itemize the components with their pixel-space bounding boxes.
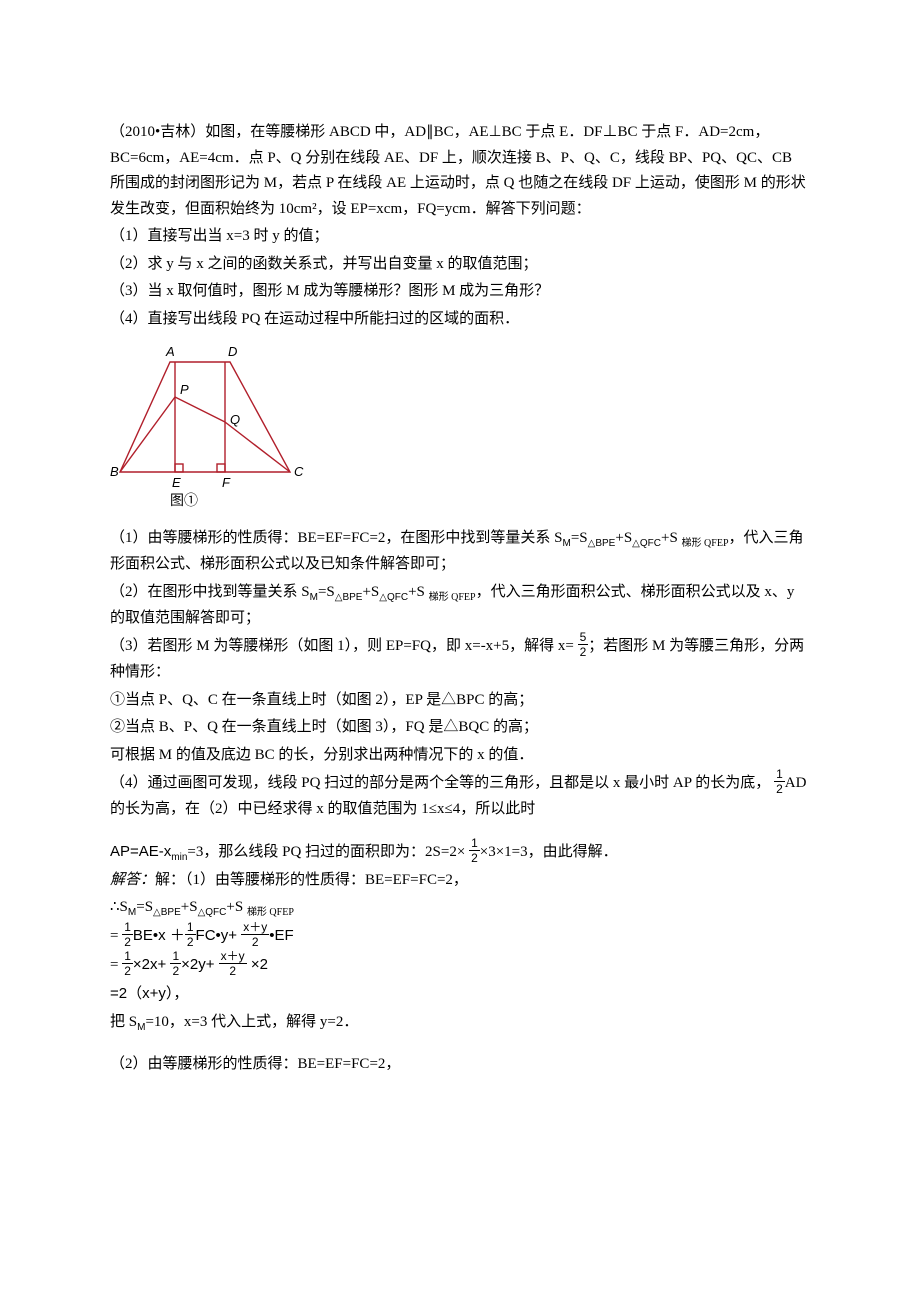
fig-label-Q: Q — [230, 412, 240, 427]
solution-1-eq: ∴SM=S△BPE+S△QFC+S 梯形 QFEP — [110, 895, 810, 921]
problem-q1: （1）直接写出当 x=3 时 y 的值； — [110, 228, 328, 244]
analysis-4c: AP=AE-xmin=3，那么线段 PQ 扫过的面积即为：2S=2× 12×3×… — [110, 839, 810, 866]
fig-label-E: E — [172, 475, 181, 490]
solution-line5: 把 SM=10，x=3 代入上式，解得 y=2． — [110, 1010, 810, 1036]
fig-label-D: D — [228, 344, 237, 359]
fig-label-P: P — [180, 382, 189, 397]
solution-line3: = 12×2x+ 12×2y+ x＋y2 ×2 — [110, 952, 810, 979]
solution-line4: =2（x+y）， — [110, 985, 188, 1002]
fig-label-B: B — [110, 464, 119, 479]
solution-1: 解答：解：（1）由等腰梯形的性质得：BE=EF=FC=2， — [110, 868, 810, 894]
analysis-1: （1）由等腰梯形的性质得：BE=EF=FC=2，在图形中找到等量关系 SM=S△… — [110, 526, 810, 578]
solution-line2: = 12BE•x ＋12FC•y+ x＋y2•EF — [110, 923, 810, 950]
analysis-3-2: ②当点 B、P、Q 在一条直线上时（如图 3），FQ 是△BQC 的高； — [110, 719, 538, 735]
analysis-4: （4）通过画图可发现，线段 PQ 扫过的部分是两个全等的三角形，且都是以 x 最… — [110, 770, 810, 823]
figure-trapezoid: A D B C E F P Q 图① — [110, 342, 810, 512]
fig-label-C: C — [294, 464, 304, 479]
fig-caption: 图① — [170, 493, 198, 509]
analysis-3-3: 可根据 M 的值及底边 BC 的长，分别求出两种情况下的 x 的值． — [110, 747, 533, 763]
problem-q2: （2）求 y 与 x 之间的函数关系式，并写出自变量 x 的取值范围； — [110, 256, 538, 272]
solution-2: （2）由等腰梯形的性质得：BE=EF=FC=2， — [110, 1056, 400, 1072]
problem-q4: （4）直接写出线段 PQ 在运动过程中所能扫过的区域的面积． — [110, 311, 519, 327]
analysis-3-1: ①当点 P、Q、C 在一条直线上时（如图 2），EP 是△BPC 的高； — [110, 692, 533, 708]
fig-label-F: F — [222, 475, 231, 490]
problem-header: （2010•吉林）如图，在等腰梯形 ABCD 中，AD∥BC，AE⊥BC 于点 … — [110, 124, 806, 217]
analysis-3: （3）若图形 M 为等腰梯形（如图 1），则 EP=FQ，即 x=-x+5，解得… — [110, 633, 810, 686]
problem-q3: （3）当 x 取何值时，图形 M 成为等腰梯形？图形 M 成为三角形？ — [110, 283, 549, 299]
analysis-2: （2）在图形中找到等量关系 SM=S△BPE+S△QFC+S 梯形 QFEP，代… — [110, 580, 810, 632]
fig-label-A: A — [165, 344, 175, 359]
